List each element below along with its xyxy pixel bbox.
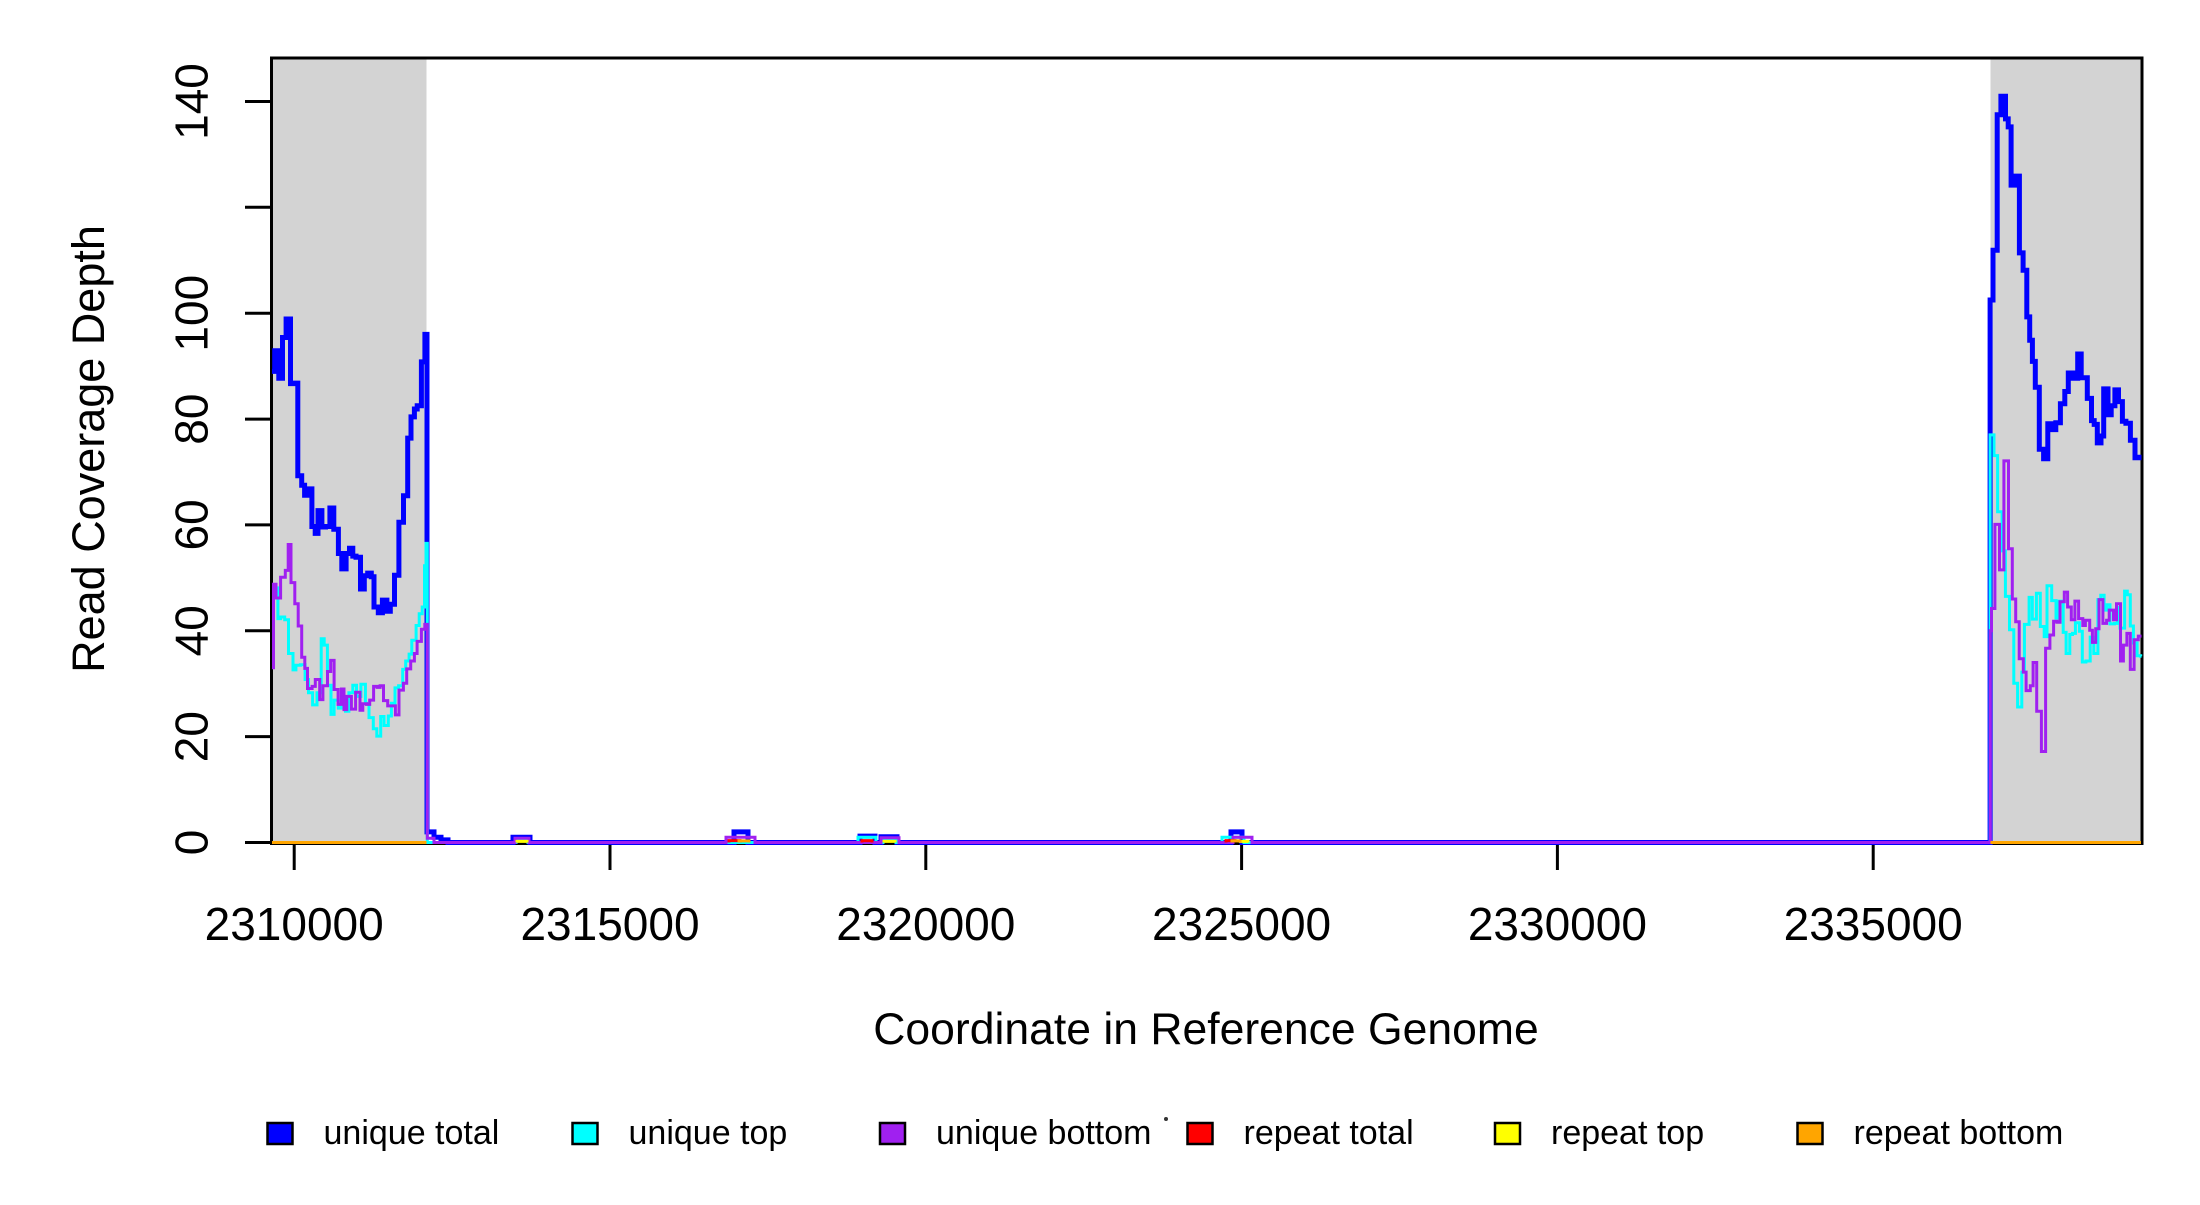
svg-text:80: 80 bbox=[166, 394, 218, 445]
svg-text:unique bottom: unique bottom bbox=[936, 1114, 1152, 1152]
svg-text:unique total: unique total bbox=[324, 1114, 500, 1152]
svg-text:60: 60 bbox=[166, 499, 218, 550]
svg-text:2330000: 2330000 bbox=[1468, 898, 1647, 950]
svg-text:repeat total: repeat total bbox=[1244, 1114, 1414, 1152]
svg-text:40: 40 bbox=[166, 605, 218, 656]
svg-text:repeat top: repeat top bbox=[1551, 1114, 1704, 1152]
svg-text:Read Coverage Depth: Read Coverage Depth bbox=[63, 225, 114, 673]
svg-text:2320000: 2320000 bbox=[836, 898, 1015, 950]
svg-text:2310000: 2310000 bbox=[205, 898, 384, 950]
svg-text:2335000: 2335000 bbox=[1784, 898, 1963, 950]
svg-text:20: 20 bbox=[166, 711, 218, 762]
svg-text:2325000: 2325000 bbox=[1152, 898, 1331, 950]
svg-text:0: 0 bbox=[166, 830, 218, 856]
svg-text:Coordinate in Reference Genome: Coordinate in Reference Genome bbox=[873, 1005, 1538, 1054]
svg-text:2315000: 2315000 bbox=[520, 898, 699, 950]
svg-text:unique top: unique top bbox=[629, 1114, 788, 1152]
svg-text:100: 100 bbox=[166, 275, 218, 352]
svg-text:repeat bottom: repeat bottom bbox=[1854, 1114, 2064, 1152]
svg-text:140: 140 bbox=[166, 63, 218, 140]
